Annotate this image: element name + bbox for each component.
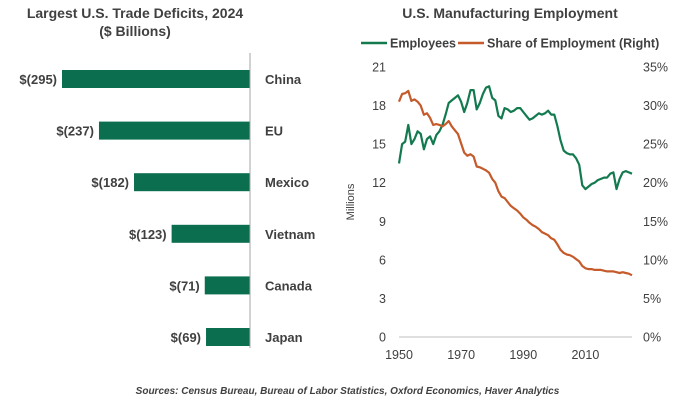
y-left-tick-label: 6 — [379, 253, 386, 267]
y-left-tick-label: 9 — [379, 215, 386, 229]
y-right-tick-label: 0% — [643, 331, 661, 345]
category-label: China — [265, 72, 302, 87]
legend-label-employees: Employees — [390, 37, 456, 51]
category-label: Canada — [265, 278, 313, 293]
y-right-tick-label: 25% — [643, 138, 668, 152]
y-left-tick-label: 12 — [372, 176, 386, 190]
bar-vietnam — [171, 224, 250, 243]
y-right-tick-label: 30% — [643, 99, 668, 113]
x-tick-label: 1970 — [447, 348, 475, 362]
employees-series-line — [397, 85, 633, 191]
bar-china — [62, 70, 250, 88]
left-chart-title: Largest U.S. Trade Deficits, 2024 ($ Bil… — [0, 4, 270, 40]
x-tick-label: 1950 — [385, 348, 413, 362]
source-note: Sources: Census Bureau, Bureau of Labor … — [135, 386, 560, 397]
y-right-tick-label: 10% — [643, 253, 668, 267]
y-left-tick-label: 0 — [379, 331, 386, 345]
y-left-tick-label: 15 — [372, 138, 386, 152]
share-of-employment-series-line — [397, 89, 633, 277]
bar-mexico — [134, 173, 250, 192]
left-chart-subtitle: ($ Billions) — [99, 23, 171, 39]
y-right-tick-label: 15% — [643, 215, 668, 229]
category-label: Japan — [265, 330, 303, 345]
y-right-tick-label: 35% — [643, 61, 668, 75]
category-label: Vietnam — [265, 227, 315, 242]
bar-value-label: $(123) — [129, 227, 167, 242]
bar-value-label: $(182) — [91, 175, 129, 190]
bar-japan — [206, 328, 250, 346]
x-tick-label: 1990 — [509, 348, 537, 362]
bar-eu — [98, 121, 251, 140]
y-left-tick-label: 18 — [372, 99, 386, 113]
x-tick-label: 2010 — [571, 348, 599, 362]
y-axis-title: Millions — [345, 183, 357, 220]
bar-value-label: $(295) — [19, 72, 57, 87]
category-label: EU — [265, 124, 283, 139]
bar-canada — [204, 276, 250, 295]
manufacturing-employment-line-chart: Employees Share of Employment (Right) 0 3 6 9… — [345, 37, 668, 363]
trade-deficit-bar-chart: $(295) China $(237) EU $(182) Mexico $(123) Vie… — [19, 53, 315, 348]
y-left-tick-label: 21 — [372, 61, 386, 75]
y-left-tick-label: 3 — [379, 292, 386, 306]
bar-value-label: $(69) — [171, 330, 201, 345]
y-right-tick-label: 5% — [643, 292, 661, 306]
right-chart-title: U.S. Manufacturing Employment — [402, 5, 618, 21]
left-chart-title-line: Largest U.S. Trade Deficits, 2024 — [26, 5, 244, 21]
category-label: Mexico — [265, 175, 309, 190]
legend-label-share: Share of Employment (Right) — [487, 37, 659, 51]
bar-value-label: $(71) — [169, 278, 199, 293]
bar-value-label: $(237) — [56, 124, 94, 139]
y-right-tick-label: 20% — [643, 176, 668, 190]
